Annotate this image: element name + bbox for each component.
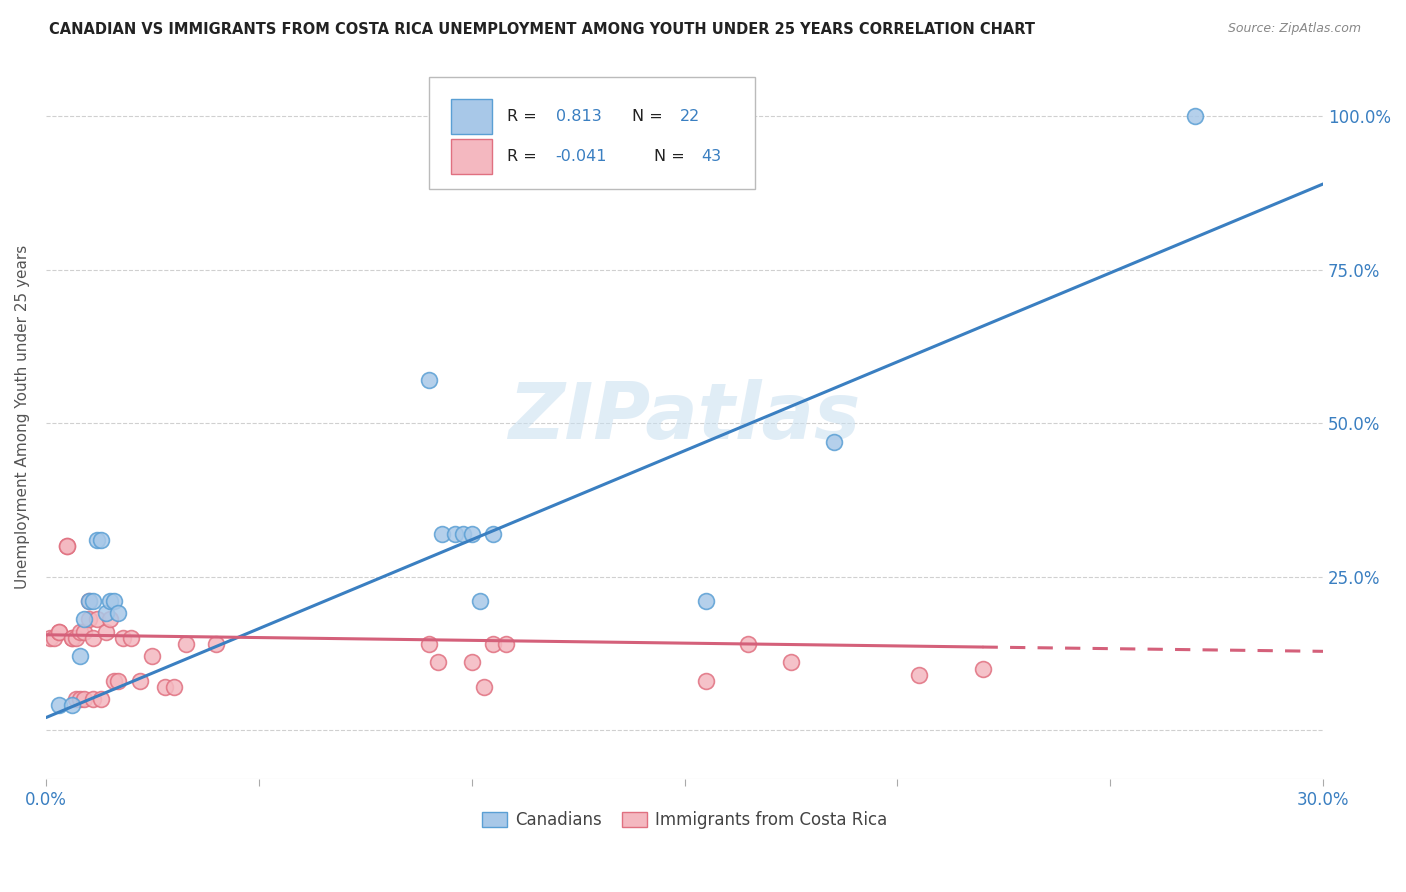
Point xyxy=(65,631,87,645)
FancyBboxPatch shape xyxy=(429,77,755,189)
Point xyxy=(474,680,496,694)
Text: 43: 43 xyxy=(702,149,721,164)
Point xyxy=(907,667,929,681)
Point xyxy=(460,656,482,670)
Point xyxy=(82,692,104,706)
Point xyxy=(98,612,121,626)
Point xyxy=(470,594,492,608)
Point xyxy=(60,631,83,645)
Point xyxy=(98,594,121,608)
Point xyxy=(780,656,803,670)
Point xyxy=(69,624,91,639)
Point xyxy=(737,637,759,651)
Bar xyxy=(451,139,492,174)
Point xyxy=(972,661,994,675)
Point xyxy=(426,656,449,670)
Text: ZIPatlas: ZIPatlas xyxy=(509,379,860,455)
Text: CANADIAN VS IMMIGRANTS FROM COSTA RICA UNEMPLOYMENT AMONG YOUTH UNDER 25 YEARS C: CANADIAN VS IMMIGRANTS FROM COSTA RICA U… xyxy=(49,22,1035,37)
Point xyxy=(90,533,112,547)
Point xyxy=(77,594,100,608)
Point xyxy=(418,637,440,651)
Point xyxy=(141,649,163,664)
Point xyxy=(48,624,70,639)
Point xyxy=(451,526,474,541)
Point xyxy=(82,594,104,608)
Point xyxy=(103,594,125,608)
Point xyxy=(443,526,465,541)
Point xyxy=(90,692,112,706)
Point xyxy=(460,526,482,541)
Point xyxy=(48,698,70,713)
Point xyxy=(77,594,100,608)
Point xyxy=(695,594,717,608)
Point xyxy=(205,637,228,651)
Point xyxy=(823,434,845,449)
Legend: Canadians, Immigrants from Costa Rica: Canadians, Immigrants from Costa Rica xyxy=(475,805,894,836)
Point xyxy=(65,692,87,706)
Point xyxy=(111,631,134,645)
Point xyxy=(153,680,176,694)
Text: R =: R = xyxy=(508,149,541,164)
Text: N =: N = xyxy=(633,109,668,124)
Point xyxy=(69,692,91,706)
Point xyxy=(120,631,142,645)
Point xyxy=(60,631,83,645)
Point xyxy=(107,673,129,688)
Point xyxy=(73,624,96,639)
Point xyxy=(77,612,100,626)
Point xyxy=(1184,110,1206,124)
Point xyxy=(94,607,117,621)
Point xyxy=(82,631,104,645)
Text: -0.041: -0.041 xyxy=(555,149,607,164)
Point xyxy=(418,373,440,387)
Point xyxy=(86,533,108,547)
Point xyxy=(60,698,83,713)
Text: R =: R = xyxy=(508,109,541,124)
Point xyxy=(482,526,505,541)
Text: N =: N = xyxy=(654,149,690,164)
Point xyxy=(495,637,517,651)
Text: Source: ZipAtlas.com: Source: ZipAtlas.com xyxy=(1227,22,1361,36)
Point xyxy=(430,526,453,541)
Point xyxy=(103,673,125,688)
Text: 0.813: 0.813 xyxy=(555,109,602,124)
Point xyxy=(695,673,717,688)
Point xyxy=(56,539,79,553)
Point xyxy=(176,637,198,651)
Point xyxy=(73,612,96,626)
Bar xyxy=(451,99,492,134)
Text: 22: 22 xyxy=(679,109,700,124)
Point xyxy=(86,612,108,626)
Point xyxy=(44,631,66,645)
Point xyxy=(69,649,91,664)
Point xyxy=(128,673,150,688)
Point xyxy=(39,631,62,645)
Point xyxy=(482,637,505,651)
Point xyxy=(163,680,186,694)
Point xyxy=(56,539,79,553)
Point xyxy=(73,692,96,706)
Point xyxy=(94,624,117,639)
Point xyxy=(48,624,70,639)
Y-axis label: Unemployment Among Youth under 25 years: Unemployment Among Youth under 25 years xyxy=(15,245,30,589)
Point xyxy=(107,607,129,621)
